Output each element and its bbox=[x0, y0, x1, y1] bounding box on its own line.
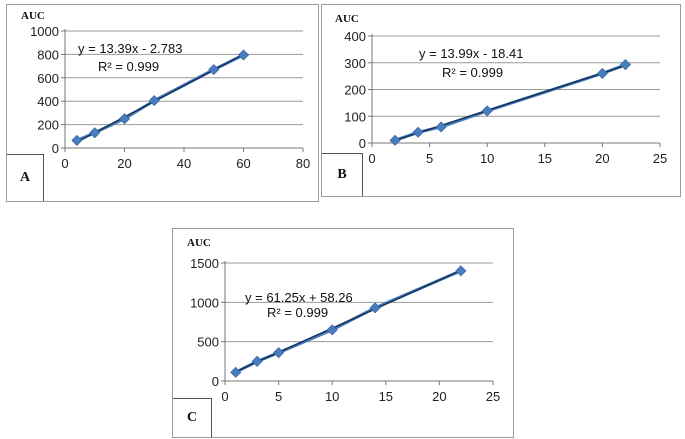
data-point-a-2 bbox=[118, 113, 131, 125]
chart-a-plot: 0 200 400 600 800 1000 0 20 40 60 80 AUC y = 13.39x … bbox=[21, 10, 310, 171]
panel-label-a: A bbox=[7, 154, 44, 201]
data-point-a-4 bbox=[208, 64, 220, 76]
trend-equation-c: y = 61.25x + 58.26 bbox=[245, 290, 353, 305]
data-point-a-3 bbox=[148, 95, 160, 107]
y-tick-label-a-1: 200 bbox=[37, 118, 59, 133]
data-point-b-4 bbox=[596, 67, 608, 80]
x-tick-label-a-2: 40 bbox=[177, 156, 191, 171]
trendline-c bbox=[235, 269, 462, 373]
x-tick-label-b-3: 15 bbox=[538, 151, 552, 166]
x-tick-label-a-4: 80 bbox=[296, 156, 310, 171]
data-point-a-0 bbox=[71, 134, 83, 146]
data-point-c-4 bbox=[369, 302, 381, 314]
x-tick-label-b-4: 20 bbox=[595, 151, 609, 166]
data-point-c-1 bbox=[251, 355, 263, 367]
x-tick-label-a-1: 20 bbox=[117, 156, 131, 171]
data-point-a-1 bbox=[89, 127, 101, 139]
data-point-b-3 bbox=[481, 105, 493, 117]
x-tick-label-c-3: 15 bbox=[379, 389, 393, 404]
y-tick-label-c-2: 1000 bbox=[190, 295, 219, 310]
y-tick-label-b-4: 400 bbox=[344, 29, 366, 44]
y-tick-label-c-0: 0 bbox=[212, 374, 219, 389]
y-tick-label-b-0: 0 bbox=[359, 136, 366, 151]
r-squared-c: R² = 0.999 bbox=[267, 305, 328, 320]
r-squared-b: R² = 0.999 bbox=[442, 65, 503, 80]
data-point-c-2 bbox=[273, 347, 285, 359]
x-tick-label-a-0: 0 bbox=[61, 156, 68, 171]
x-tick-label-b-0: 0 bbox=[368, 151, 375, 166]
r-squared-a: R² = 0.999 bbox=[98, 59, 159, 74]
trend-equation-a: y = 13.39x - 2.783 bbox=[78, 41, 182, 56]
chart-c-plot: 0 500 1000 1500 0 5 10 15 20 25 AUC y = 61.25x + 58… bbox=[187, 237, 500, 404]
y-tick-label-a-0: 0 bbox=[52, 141, 59, 156]
x-tick-label-b-1: 5 bbox=[426, 151, 433, 166]
y-axis-label-a: AUC bbox=[21, 10, 45, 22]
y-axis-label-b: AUC bbox=[335, 13, 359, 25]
chart-b-plot: 0 100 200 300 400 0 5 10 15 20 25 AUC y = 13.99x - 1… bbox=[335, 13, 667, 166]
data-point-c-0 bbox=[230, 366, 242, 378]
y-tick-label-b-1: 100 bbox=[344, 109, 366, 124]
x-tick-label-c-4: 20 bbox=[432, 389, 446, 404]
x-tick-label-c-2: 10 bbox=[325, 389, 339, 404]
data-point-b-2 bbox=[435, 121, 447, 133]
x-tick-label-c-0: 0 bbox=[221, 389, 228, 404]
y-tick-label-a-3: 600 bbox=[37, 71, 59, 86]
data-point-c-3 bbox=[326, 324, 338, 336]
y-tick-label-c-1: 500 bbox=[197, 335, 219, 350]
y-axis-label-c: AUC bbox=[187, 237, 211, 249]
trendline-b bbox=[394, 64, 626, 142]
y-tick-label-b-3: 300 bbox=[344, 56, 366, 71]
data-point-a-5 bbox=[237, 49, 250, 61]
data-point-b-5 bbox=[619, 59, 632, 71]
chart-panel-c: 0 500 1000 1500 0 5 10 15 20 25 AUC y = 61.25x + 58… bbox=[172, 228, 514, 438]
x-tick-label-c-5: 25 bbox=[486, 389, 500, 404]
x-tick-label-b-5: 25 bbox=[653, 151, 667, 166]
y-tick-label-c-3: 1500 bbox=[190, 256, 219, 271]
panel-label-b: B bbox=[322, 153, 363, 196]
trend-equation-b: y = 13.99x - 18.41 bbox=[419, 46, 523, 61]
chart-panel-a: 0 200 400 600 800 1000 0 20 40 60 80 AUC y = 13.39x … bbox=[6, 4, 319, 202]
y-tick-label-a-2: 400 bbox=[37, 94, 59, 109]
data-point-b-0 bbox=[389, 134, 401, 146]
chart-panel-b: 0 100 200 300 400 0 5 10 15 20 25 AUC y = 13.99x - 1… bbox=[321, 4, 681, 197]
y-tick-label-a-5: 1000 bbox=[30, 24, 59, 39]
x-tick-label-b-2: 10 bbox=[480, 151, 494, 166]
y-tick-label-b-2: 200 bbox=[344, 83, 366, 98]
y-tick-label-a-4: 800 bbox=[37, 47, 59, 62]
x-tick-label-a-3: 60 bbox=[236, 156, 250, 171]
panel-label-c: C bbox=[173, 398, 212, 437]
x-tick-label-c-1: 5 bbox=[275, 389, 282, 404]
data-point-c-5 bbox=[455, 265, 467, 277]
data-point-b-1 bbox=[412, 126, 424, 138]
